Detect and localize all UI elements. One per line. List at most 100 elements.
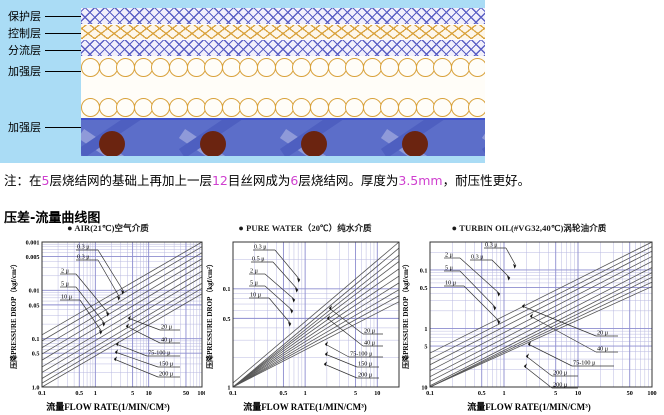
y-tick-label: 0.005: [26, 254, 40, 261]
y-tick-label: 0.1: [32, 336, 40, 343]
mesh-circle: [309, 98, 329, 117]
mesh-circle: [133, 58, 153, 77]
mesh-circle: [362, 98, 382, 117]
x-tick-label: 0.5: [478, 390, 486, 397]
data-series-line: [232, 268, 400, 388]
callout-leader: [114, 351, 159, 368]
callout-left: 0.5 μ: [251, 256, 299, 293]
callout-leader: [97, 259, 121, 299]
callout-leader: [323, 363, 358, 379]
mesh-circle: [239, 58, 259, 77]
callout-right: 75-100 μ: [324, 341, 383, 358]
mesh-circle: [292, 58, 312, 77]
callout-leader: [326, 317, 364, 347]
callout-leader: [521, 305, 597, 337]
callout-label: 5 μ: [445, 265, 454, 272]
y-axis-title: 压降PRESSURE DROP（kgf/cm²）: [9, 260, 18, 369]
layer-label-reinforce-lower-text: 加强层: [8, 121, 41, 134]
callout-right: 200 μ: [523, 363, 578, 389]
wire-cross-section: [200, 131, 226, 156]
callout-leader: [97, 249, 125, 293]
mesh-circle: [309, 58, 329, 77]
data-series-line: [429, 261, 653, 378]
data-series-line: [41, 246, 203, 342]
data-series-line: [41, 276, 203, 373]
mesh-circle: [327, 98, 347, 117]
note-value-mesh-count: 12: [211, 173, 228, 188]
y-tick-label: 0.01: [29, 288, 40, 295]
callout-left: 10 μ: [444, 280, 501, 325]
callout-arrow: [292, 297, 295, 303]
callout-label: 2 μ: [250, 268, 259, 275]
plot-background: [430, 242, 652, 387]
callout-label: 200 μ: [159, 371, 174, 378]
callout-left: 2 μ: [60, 268, 110, 317]
note-value-layers-total: 6: [290, 173, 299, 188]
plot-background: [42, 242, 202, 387]
callout-arrow: [528, 341, 531, 347]
callout-label: 0.3 μ: [254, 244, 267, 251]
x-tick-label: 50: [183, 390, 189, 397]
mesh-circle: [415, 98, 435, 117]
chart-turbine-oil-xlabel: 流量FLOW RATE(1/MIN/CM³): [467, 402, 591, 412]
layer-label-reinforce-upper-text: 加强层: [8, 65, 41, 78]
note-text-3: 层烧结网。厚度为: [298, 173, 399, 188]
mask-right: [652, 236, 658, 401]
mesh-circle: [415, 58, 435, 77]
data-series-line: [41, 252, 203, 349]
callout-arrow: [102, 321, 105, 327]
mesh-circle-row-upper: [81, 57, 485, 78]
x-tick-label: 1: [304, 390, 307, 397]
data-series-line: [429, 250, 653, 366]
data-series-line: [41, 270, 203, 368]
callout-left: 0.3 μ: [470, 254, 511, 281]
chart-pure-water-title: ● PURE WATER（20℃）纯水介质: [205, 222, 405, 234]
callout-leader: [527, 343, 573, 367]
mesh-layer-stack: [81, 8, 485, 156]
mesh-circle: [204, 98, 224, 117]
callout-arrow: [288, 321, 291, 327]
callout-label: 10 μ: [445, 280, 457, 287]
data-series-line: [41, 264, 203, 361]
callout-left: 10 μ: [249, 292, 292, 327]
callout-leader: [115, 343, 148, 357]
note-text-4: ，耐压性更好。: [442, 173, 531, 188]
mesh-circle: [239, 98, 259, 117]
mesh-circle: [380, 98, 400, 117]
data-series-line: [232, 241, 400, 384]
note-value-thickness: 3.5mm: [398, 173, 443, 188]
x-tick-label: 10: [146, 390, 152, 397]
plot-background: [233, 242, 399, 387]
chart-air-title: ● AIR(21℃)空气介质: [8, 222, 208, 234]
callout-label: 2 μ: [61, 268, 70, 275]
callout-label: 0.3 μ: [471, 254, 484, 261]
callout-leader: [264, 285, 294, 312]
mesh-circle: [450, 98, 470, 117]
mesh-circle: [116, 98, 136, 117]
x-tick-label: 0.1: [38, 390, 46, 397]
y-tick-label: 0.1: [420, 267, 428, 274]
callout-arrow: [530, 313, 533, 319]
callout-arrow: [329, 305, 332, 311]
callout-right: 150 μ: [324, 351, 379, 368]
callout-label: 10 μ: [61, 294, 73, 301]
callout-left: 0.3 μ: [253, 244, 301, 283]
note-value-layers-base: 5: [41, 173, 50, 188]
callout-arrow: [524, 363, 527, 369]
x-tick-label: 100: [197, 390, 206, 397]
callout-arrow: [526, 353, 529, 359]
data-series-line: [429, 241, 653, 354]
mesh-circle: [397, 58, 417, 77]
callout-right: 20 μ: [127, 315, 180, 331]
x-tick-label: 5: [554, 390, 557, 397]
callout-right: 200 μ: [113, 356, 180, 378]
callout-left: 10 μ: [60, 294, 103, 335]
callout-label: 75-100 μ: [148, 350, 171, 357]
y-tick-label: 1: [424, 326, 427, 333]
callout-leader: [272, 261, 299, 291]
mesh-circle: [81, 58, 100, 77]
plot-frame: [429, 241, 653, 388]
chart-turbine-oil-title-text: TURBIN OIL(#VG32,40℃)涡轮油介质: [459, 223, 607, 233]
mesh-circle: [186, 58, 206, 77]
callout-leader: [127, 317, 161, 331]
